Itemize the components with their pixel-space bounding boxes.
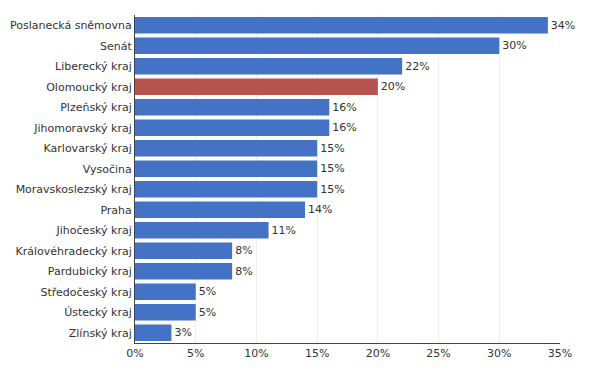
- svg-text:0%: 0%: [126, 347, 143, 360]
- svg-text:Karlovarský kraj: Karlovarský kraj: [44, 142, 132, 155]
- svg-text:Královéhradecký kraj: Královéhradecký kraj: [16, 245, 132, 258]
- svg-text:5%: 5%: [187, 347, 204, 360]
- svg-text:Liberecký kraj: Liberecký kraj: [55, 60, 132, 73]
- svg-text:8%: 8%: [235, 265, 252, 278]
- svg-text:20%: 20%: [366, 347, 390, 360]
- svg-text:34%: 34%: [551, 19, 575, 32]
- svg-text:Pardubický kraj: Pardubický kraj: [48, 265, 132, 278]
- svg-text:8%: 8%: [235, 244, 252, 257]
- svg-text:Vysočina: Vysočina: [83, 163, 132, 176]
- svg-text:30%: 30%: [487, 347, 511, 360]
- svg-text:Moravskoslezský kraj: Moravskoslezský kraj: [16, 183, 132, 196]
- svg-text:3%: 3%: [174, 326, 191, 339]
- svg-text:Poslanecká sněmovna: Poslanecká sněmovna: [10, 19, 132, 32]
- svg-text:Zlínský kraj: Zlínský kraj: [69, 327, 132, 340]
- svg-text:20%: 20%: [381, 80, 405, 93]
- svg-text:11%: 11%: [272, 224, 296, 237]
- svg-text:35%: 35%: [548, 347, 572, 360]
- svg-text:15%: 15%: [305, 347, 329, 360]
- svg-text:22%: 22%: [405, 60, 429, 73]
- svg-text:15%: 15%: [320, 162, 344, 175]
- svg-text:Ústecký kraj: Ústecký kraj: [64, 306, 132, 319]
- svg-text:Praha: Praha: [100, 204, 131, 217]
- svg-text:Jihomoravský kraj: Jihomoravský kraj: [33, 122, 132, 135]
- svg-text:25%: 25%: [426, 347, 450, 360]
- svg-text:Jihočeský kraj: Jihočeský kraj: [56, 224, 132, 237]
- svg-text:Plzeňský kraj: Plzeňský kraj: [60, 101, 132, 114]
- svg-text:Středočeský kraj: Středočeský kraj: [41, 286, 132, 299]
- svg-text:Senát: Senát: [100, 40, 132, 53]
- svg-text:5%: 5%: [199, 285, 216, 298]
- svg-text:16%: 16%: [332, 101, 356, 114]
- svg-text:15%: 15%: [320, 183, 344, 196]
- svg-text:15%: 15%: [320, 142, 344, 155]
- svg-text:10%: 10%: [244, 347, 268, 360]
- svg-text:5%: 5%: [199, 306, 216, 319]
- svg-text:Olomoucký kraj: Olomoucký kraj: [46, 81, 132, 94]
- svg-text:30%: 30%: [502, 39, 526, 52]
- svg-text:16%: 16%: [332, 121, 356, 134]
- svg-text:14%: 14%: [308, 203, 332, 216]
